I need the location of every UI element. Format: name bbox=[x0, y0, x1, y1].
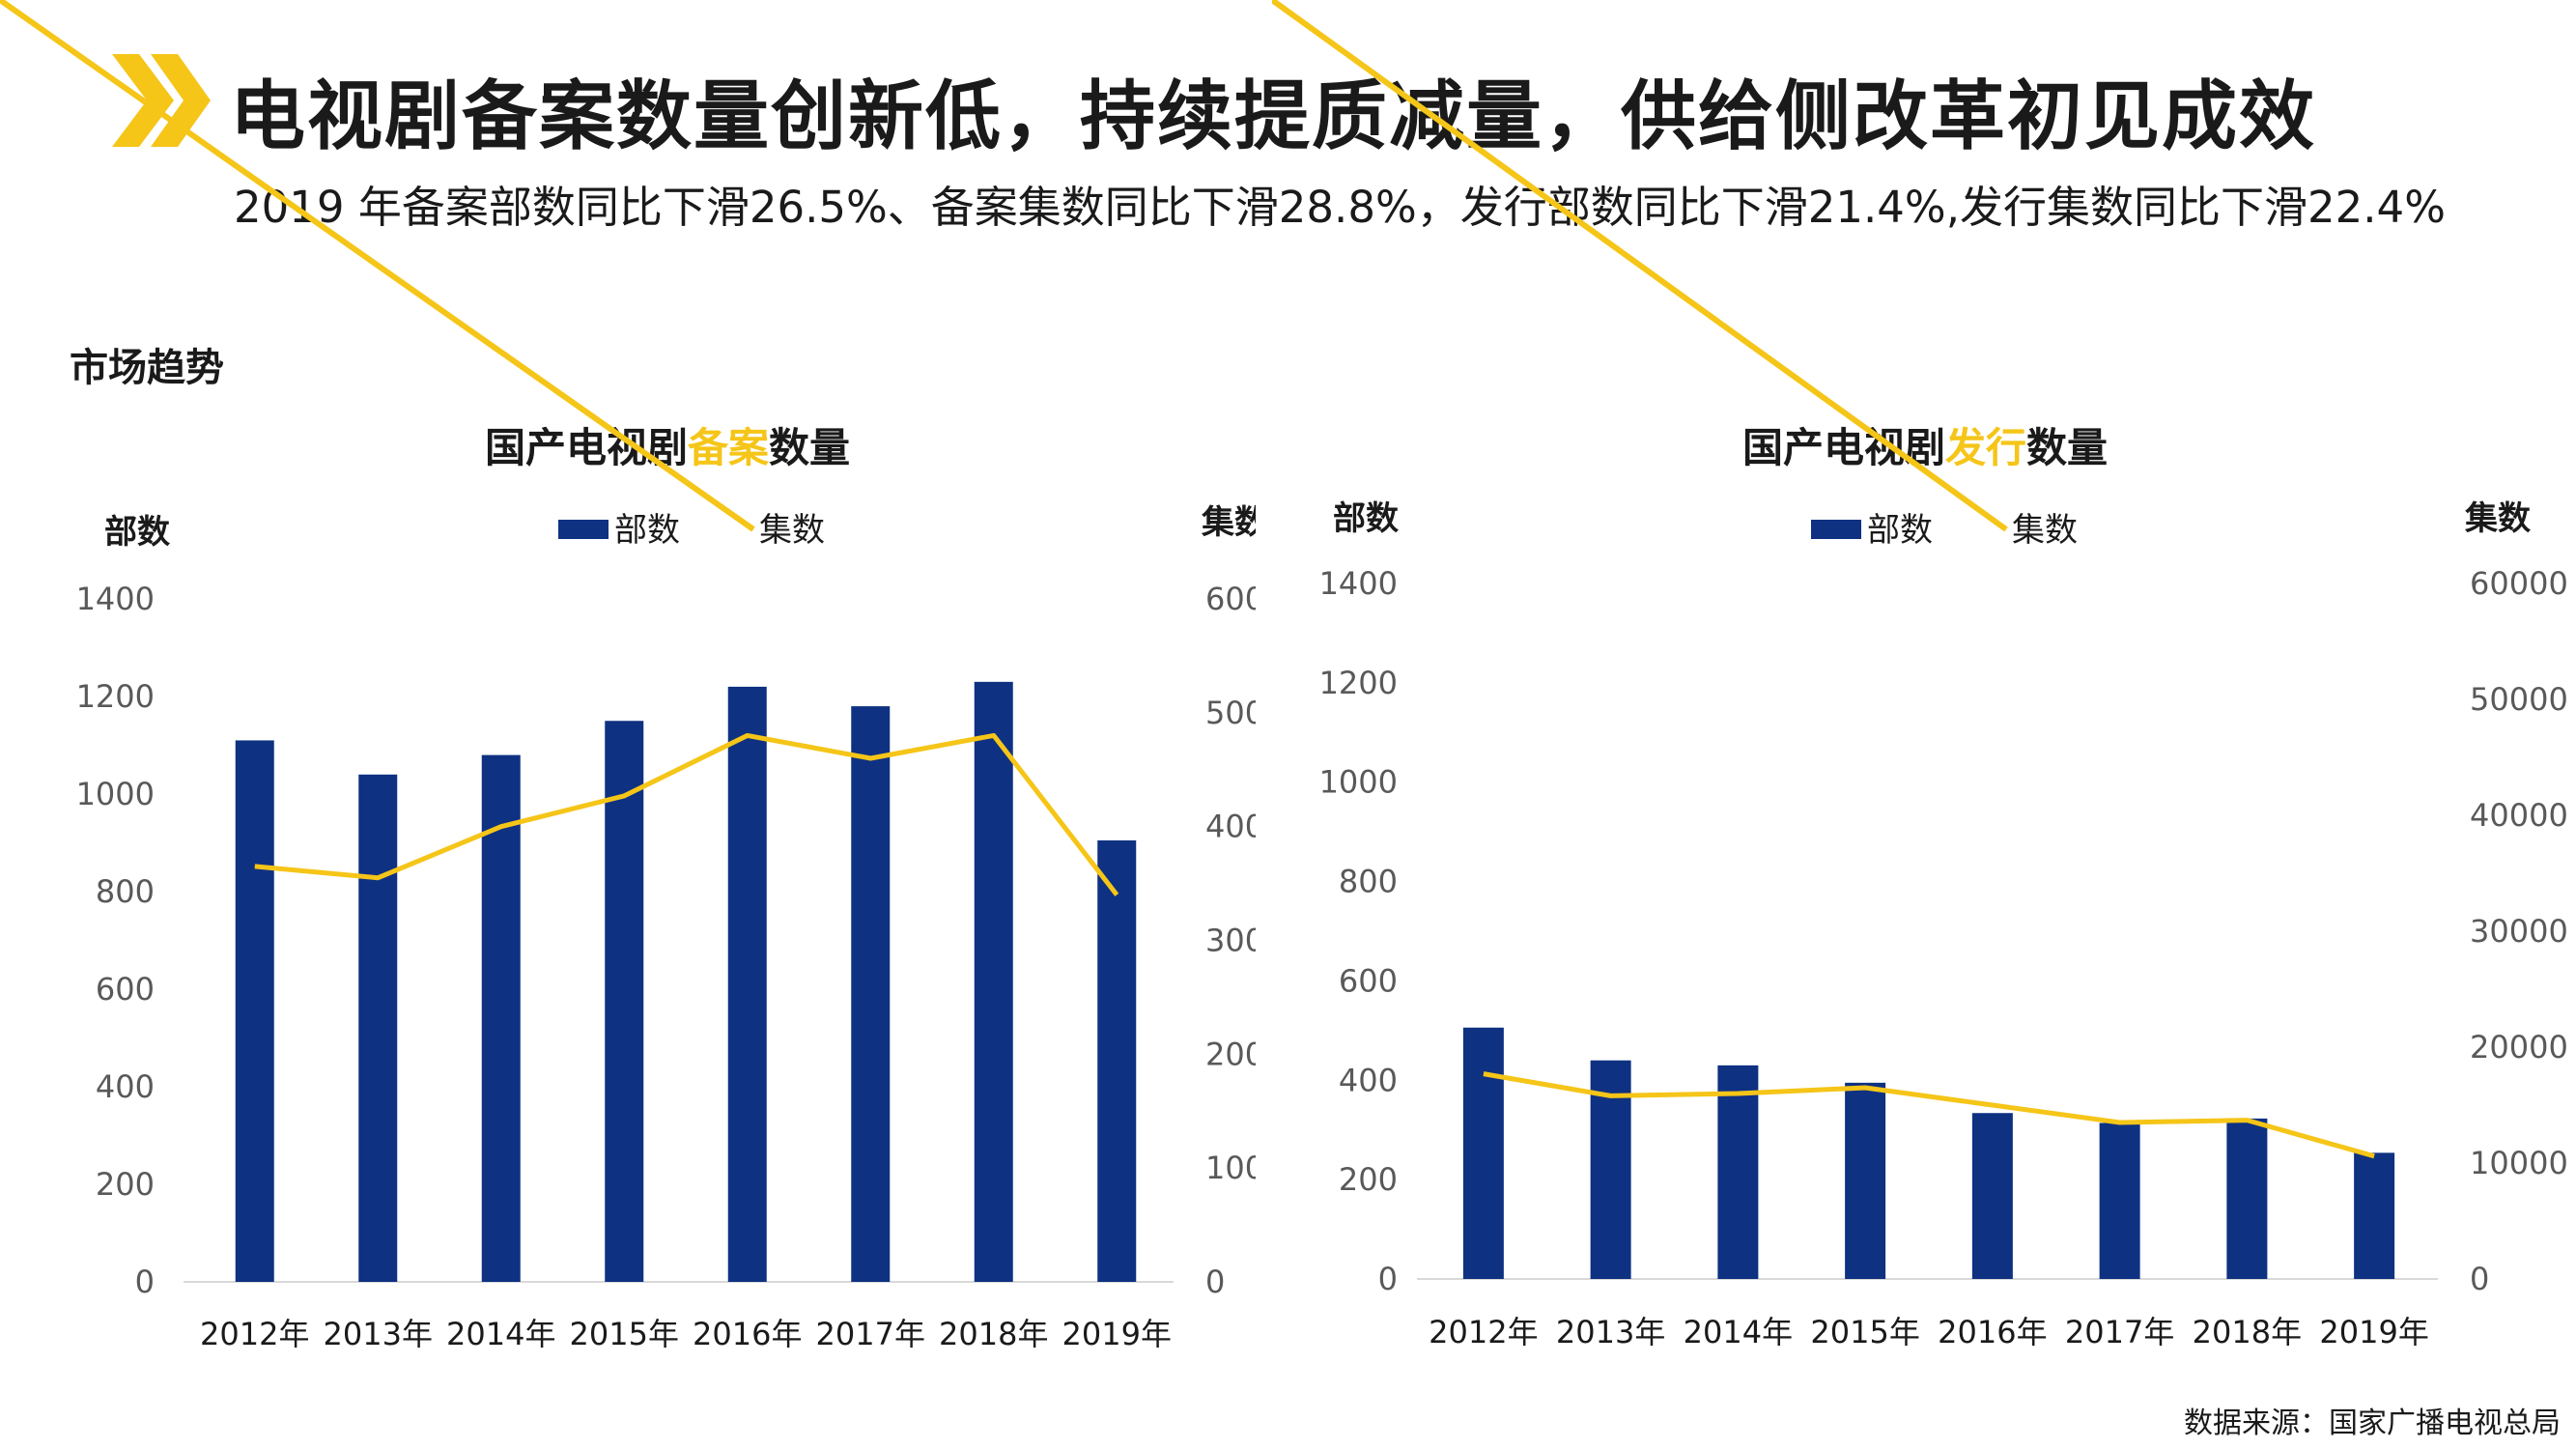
series-line-集数 bbox=[254, 732, 1119, 896]
bar-2013年 bbox=[358, 774, 398, 1282]
x-tick: 2016年 bbox=[1938, 1314, 2047, 1350]
headline: 电视剧备案数量创新低，持续提质减量，供给侧改革初见成效 bbox=[230, 73, 2317, 160]
bar-2015年 bbox=[1845, 1082, 1886, 1279]
bar-2015年 bbox=[605, 721, 644, 1282]
y-tick-left: 800 bbox=[1339, 864, 1398, 900]
legend-line-swatch bbox=[1272, 0, 2008, 532]
x-tick: 2012年 bbox=[200, 1316, 309, 1352]
y-tick-right: 30000 bbox=[2470, 913, 2568, 950]
y-tick-left: 1400 bbox=[1319, 565, 1398, 602]
y-tick-left: 200 bbox=[1339, 1161, 1398, 1198]
y-tick-right: 50000 bbox=[1205, 695, 1256, 731]
y-tick-left: 1200 bbox=[76, 678, 155, 715]
y-axis-left-label: 部数 bbox=[1333, 499, 1399, 538]
y-tick-left: 1000 bbox=[1319, 764, 1398, 801]
y-tick-right: 40000 bbox=[1205, 809, 1256, 845]
legend-line-swatch bbox=[0, 0, 755, 532]
x-tick: 2016年 bbox=[693, 1316, 802, 1352]
legend-label-line: 集数 bbox=[2012, 511, 2078, 550]
bar-2012年 bbox=[235, 740, 274, 1282]
x-tick: 2014年 bbox=[1684, 1314, 1793, 1350]
legend-label-bars: 部数 bbox=[614, 511, 680, 550]
y-tick-right: 40000 bbox=[2470, 797, 2568, 834]
series-line-集数 bbox=[1483, 1071, 2375, 1159]
chart-title-part: 数量 bbox=[769, 424, 850, 471]
bar-2018年 bbox=[974, 681, 1013, 1282]
x-tick: 2019年 bbox=[2319, 1314, 2428, 1350]
subtitle: 2019 年备案部数同比下滑26.5%、备案集数同比下滑28.8%，发行部数同比… bbox=[234, 182, 2446, 233]
y-tick-left: 0 bbox=[135, 1264, 155, 1300]
y-tick-right: 30000 bbox=[1205, 923, 1256, 959]
y-tick-right: 20000 bbox=[1205, 1036, 1256, 1072]
chart-title-highlight: 备案 bbox=[688, 424, 770, 471]
y-tick-left: 400 bbox=[96, 1068, 155, 1105]
x-tick: 2015年 bbox=[1810, 1314, 1919, 1350]
bar-2019年 bbox=[2354, 1152, 2395, 1279]
y-tick-right: 60000 bbox=[1205, 581, 1256, 617]
y-tick-right: 20000 bbox=[2470, 1029, 2568, 1065]
bar-2014年 bbox=[481, 754, 521, 1282]
y-tick-right: 0 bbox=[2470, 1261, 2489, 1297]
bar-2017年 bbox=[851, 706, 891, 1282]
y-tick-left: 200 bbox=[96, 1166, 155, 1203]
filing-count-chart: 国产电视剧备案数量 部数 集数 部数 集数 1400 1200 1000 800 600… bbox=[0, 0, 1256, 1352]
chart-title-part: 国产电视剧 bbox=[485, 424, 688, 471]
bar-2019年 bbox=[1097, 839, 1137, 1282]
y-tick-left: 600 bbox=[96, 971, 155, 1008]
y-tick-right: 10000 bbox=[2470, 1145, 2568, 1181]
chart-title-highlight: 发行 bbox=[1945, 424, 2026, 471]
x-tick: 2012年 bbox=[1429, 1314, 1538, 1350]
y-tick-right: 0 bbox=[1205, 1264, 1225, 1300]
bar-2016年 bbox=[727, 686, 767, 1282]
y-tick-left: 1400 bbox=[76, 581, 155, 617]
chart-title: 国产电视剧备案数量 bbox=[485, 424, 850, 471]
bar-2017年 bbox=[2099, 1122, 2140, 1279]
data-source: 数据来源：国家广播电视总局 bbox=[2184, 1406, 2561, 1440]
y-tick-right: 10000 bbox=[1205, 1150, 1256, 1186]
bar-2014年 bbox=[1717, 1065, 1759, 1279]
x-tick: 2018年 bbox=[2193, 1314, 2302, 1350]
chart-title-part: 数量 bbox=[2026, 424, 2108, 471]
bar-2018年 bbox=[2226, 1118, 2268, 1279]
y-axis-right-label: 集数 bbox=[2464, 499, 2531, 538]
distribution-count-chart: 国产电视剧发行数量 部数 集数 部数 集数 1400 1200 1000 800 600… bbox=[1272, 0, 2568, 1350]
legend-label-line: 集数 bbox=[759, 511, 825, 550]
x-tick: 2015年 bbox=[570, 1316, 679, 1352]
y-tick-right: 50000 bbox=[2470, 681, 2568, 718]
x-tick: 2018年 bbox=[939, 1316, 1048, 1352]
x-tick: 2014年 bbox=[446, 1316, 555, 1352]
y-axis-left-label: 部数 bbox=[104, 513, 170, 552]
x-tick: 2017年 bbox=[2065, 1314, 2174, 1350]
section-label: 市场趋势 bbox=[70, 346, 224, 390]
legend-bar-swatch bbox=[558, 520, 609, 539]
x-tick: 2017年 bbox=[816, 1316, 925, 1352]
chart-title: 国产电视剧发行数量 bbox=[1742, 424, 2108, 471]
y-tick-right: 60000 bbox=[2470, 565, 2568, 602]
y-tick-left: 1200 bbox=[1319, 665, 1398, 701]
x-tick: 2013年 bbox=[1556, 1314, 1665, 1350]
x-tick: 2019年 bbox=[1062, 1316, 1172, 1352]
y-tick-left: 600 bbox=[1339, 962, 1398, 999]
y-tick-left: 800 bbox=[96, 873, 155, 910]
x-tick: 2013年 bbox=[324, 1316, 433, 1352]
legend-bar-swatch bbox=[1811, 520, 1861, 539]
bar-2012年 bbox=[1462, 1027, 1504, 1279]
bar-2016年 bbox=[1971, 1113, 2013, 1279]
y-axis-right-label: 集数 bbox=[1201, 503, 1256, 542]
y-tick-left: 1000 bbox=[76, 776, 155, 812]
y-tick-left: 400 bbox=[1339, 1062, 1398, 1098]
y-tick-left: 0 bbox=[1378, 1261, 1398, 1297]
legend-label-bars: 部数 bbox=[1867, 511, 1933, 550]
